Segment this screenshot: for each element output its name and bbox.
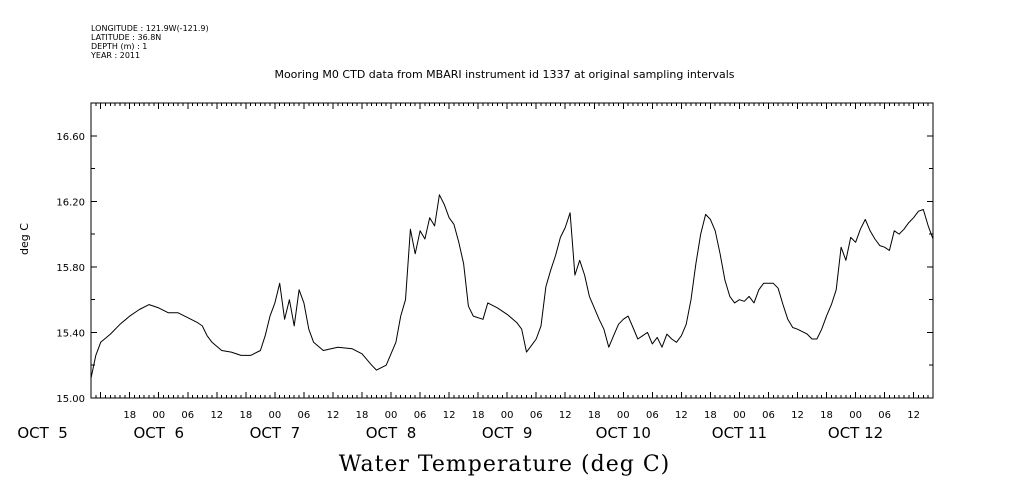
y-tick-label: 15.00 (56, 394, 85, 405)
x-hour-tick-label: 18 (588, 410, 601, 421)
y-tick-label: 16.60 (56, 132, 85, 143)
x-day-label: OCT 12 (828, 424, 883, 442)
x-hour-tick-label: 18 (356, 410, 369, 421)
x-hour-tick-label: 12 (443, 410, 456, 421)
x-hour-tick-label: 06 (762, 410, 775, 421)
x-hour-tick-label: 12 (675, 410, 688, 421)
x-hour-tick-label: 00 (385, 410, 398, 421)
x-hour-tick-label: 00 (152, 410, 165, 421)
x-day-label: OCT 11 (712, 424, 767, 442)
x-hour-tick-label: 00 (501, 410, 514, 421)
series-line-water-temperature (90, 194, 934, 379)
chart-title: Mooring M0 CTD data from MBARI instrumen… (274, 68, 735, 81)
x-hour-tick-label: 00 (269, 410, 282, 421)
x-hour-tick-label: 06 (298, 410, 311, 421)
x-hour-tick-label: 06 (414, 410, 427, 421)
x-hour-tick-label: 00 (733, 410, 746, 421)
x-hour-tick-label: 12 (907, 410, 920, 421)
meta-latitude: LATITUDE : 36.8N (91, 33, 162, 42)
x-day-label: OCT 7 (250, 424, 301, 442)
y-tick-label: 15.40 (56, 328, 85, 339)
meta-depth: DEPTH (m) : 1 (91, 42, 148, 51)
x-hour-tick-label: 18 (239, 410, 252, 421)
x-day-label: OCT 5 (17, 424, 68, 442)
y-tick-label: 15.80 (56, 263, 85, 274)
plot-frame (90, 102, 934, 399)
x-hour-tick-label: 18 (704, 410, 717, 421)
x-hour-tick-label: 06 (878, 410, 891, 421)
x-axis-title: Water Temperature (deg C) (338, 452, 671, 477)
x-hour-tick-label: 12 (327, 410, 340, 421)
x-hour-tick-label: 12 (559, 410, 572, 421)
x-day-label: OCT 9 (482, 424, 533, 442)
x-hour-tick-label: 18 (820, 410, 833, 421)
x-hour-tick-label: 00 (849, 410, 862, 421)
x-day-label: OCT 10 (596, 424, 651, 442)
metadata-block: LONGITUDE : 121.9W(-121.9) LATITUDE : 36… (91, 24, 209, 60)
x-hour-tick-label: 18 (472, 410, 485, 421)
x-day-label: OCT 8 (366, 424, 417, 442)
y-tick-label: 16.20 (56, 197, 85, 208)
meta-year: YEAR : 2011 (91, 51, 141, 60)
x-hour-tick-label: 18 (123, 410, 136, 421)
x-hour-tick-label: 06 (646, 410, 659, 421)
meta-longitude: LONGITUDE : 121.9W(-121.9) (91, 24, 209, 33)
x-hour-tick-label: 06 (530, 410, 543, 421)
x-hour-tick-label: 12 (791, 410, 804, 421)
x-day-label: OCT 6 (133, 424, 184, 442)
x-hour-tick-label: 12 (210, 410, 223, 421)
x-hour-tick-label: 06 (181, 410, 194, 421)
x-hour-tick-label: 00 (617, 410, 630, 421)
